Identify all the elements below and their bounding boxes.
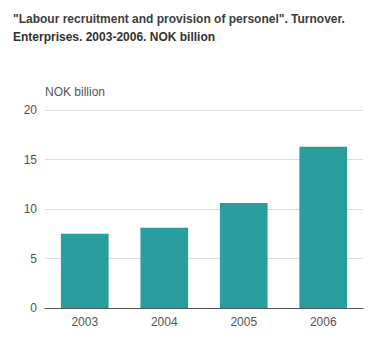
svg-text:2006: 2006	[310, 315, 337, 329]
svg-text:10: 10	[24, 202, 38, 216]
svg-text:"Labour recruitment and provis: "Labour recruitment and provision of per…	[13, 12, 345, 26]
svg-text:2003: 2003	[71, 315, 98, 329]
svg-text:5: 5	[30, 252, 37, 266]
svg-text:2004: 2004	[151, 315, 178, 329]
svg-text:2005: 2005	[230, 315, 257, 329]
svg-text:15: 15	[24, 153, 38, 167]
svg-text:0: 0	[30, 301, 37, 315]
svg-text:NOK billion: NOK billion	[45, 85, 105, 99]
svg-text:Enterprises. 2003-2006. NOK bi: Enterprises. 2003-2006. NOK billion	[13, 30, 215, 44]
svg-text:20: 20	[24, 103, 38, 117]
